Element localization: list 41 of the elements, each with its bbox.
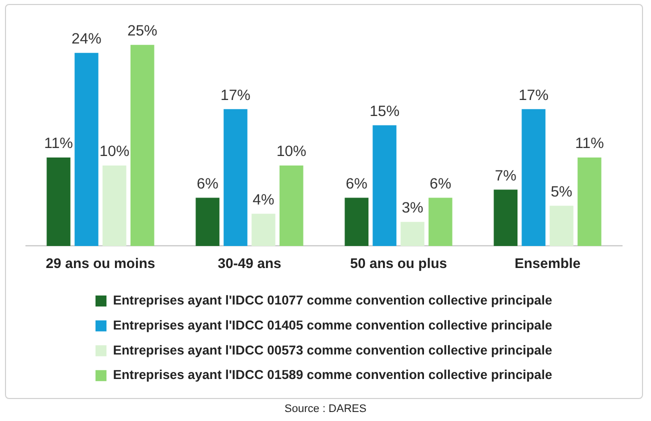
bar [550,206,574,246]
bar [74,52,98,246]
data-label: 6% [196,175,218,192]
bar [428,198,452,246]
data-label: 25% [127,22,158,40]
legend-label: Entreprises ayant l'IDCC 01589 comme convention collective principale [112,367,552,382]
data-label: 11% [575,135,604,152]
bar [522,109,546,246]
x-tick-label: Ensemble [514,255,581,272]
bar [224,109,248,246]
legend-label: Entreprises ayant l'IDCC 01405 comme convention collective principale [112,317,552,332]
data-label: 10% [99,143,130,160]
data-label: 10% [276,143,306,160]
data-label: 7% [494,167,516,184]
legend-label: Entreprises ayant l'IDCC 00573 comme convention collective principale [112,342,552,358]
data-label: 6% [346,175,368,192]
legend-label: Entreprises ayant l'IDCC 01077 comme convention collective principale [112,292,552,308]
bar [344,198,368,246]
bar [400,222,424,246]
data-label: 15% [370,102,400,120]
data-label: 5% [550,183,572,200]
bar [372,125,396,246]
bar [494,190,518,246]
data-label: 3% [402,200,424,217]
bar [46,157,70,246]
data-label: 11% [44,135,73,152]
data-label: 24% [72,30,102,48]
bar [280,166,304,246]
data-label: 4% [252,191,274,208]
x-tick-label: 50 ans ou plus [350,255,448,272]
x-tick-label: 30-49 ans [218,255,282,272]
bar [252,214,276,246]
data-label: 6% [430,175,452,192]
bar [578,157,602,246]
x-tick-label: 29 ans ou moins [46,255,156,272]
data-label: 17% [518,86,549,104]
bar [130,44,154,246]
bar [196,198,220,246]
source-note: Source : DARES [284,403,368,415]
data-label: 17% [220,86,250,104]
bar [102,166,126,246]
